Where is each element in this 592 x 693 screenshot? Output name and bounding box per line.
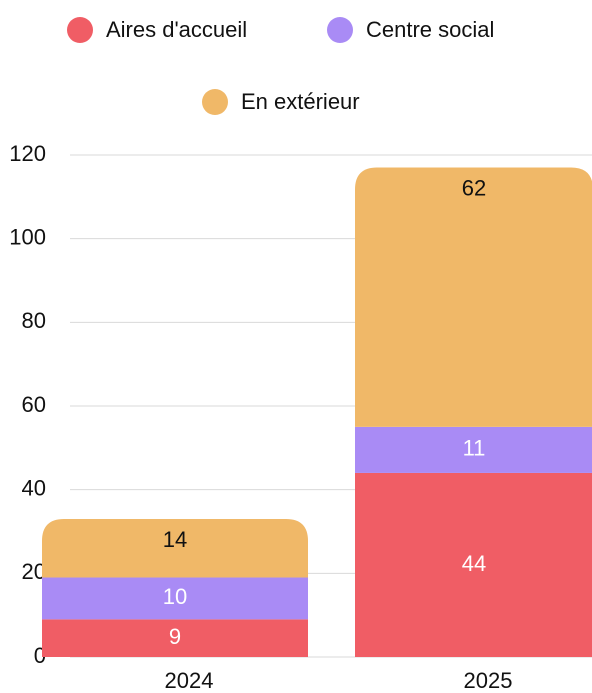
bar-segment: [42, 518, 308, 578]
bar-segment: [42, 577, 308, 620]
x-tick-label: 2024: [165, 668, 214, 693]
y-tick-label: 60: [22, 392, 46, 417]
bar-segment: [355, 426, 592, 473]
legend-label: En extérieur: [241, 89, 360, 114]
legend-swatch: [67, 17, 93, 43]
value-label: 10: [163, 584, 187, 609]
y-tick-label: 100: [9, 224, 46, 249]
value-label: 11: [463, 436, 486, 461]
x-tick-label: 2025: [464, 668, 513, 693]
value-label: 62: [462, 175, 486, 200]
value-label: 44: [462, 551, 486, 576]
bar-segment: [355, 472, 592, 657]
y-tick-label: 40: [22, 475, 46, 500]
legend-swatch: [202, 89, 228, 115]
legend-label: Aires d'accueil: [106, 17, 247, 42]
legend-swatch: [327, 17, 353, 43]
bar-segment: [355, 167, 592, 427]
value-label: 14: [163, 527, 187, 552]
y-tick-label: 80: [22, 308, 46, 333]
bar-segment: [42, 619, 308, 657]
y-tick-label: 120: [9, 141, 46, 166]
value-label: 9: [169, 624, 181, 649]
legend-label: Centre social: [366, 17, 494, 42]
y-tick-label: 20: [22, 559, 46, 584]
